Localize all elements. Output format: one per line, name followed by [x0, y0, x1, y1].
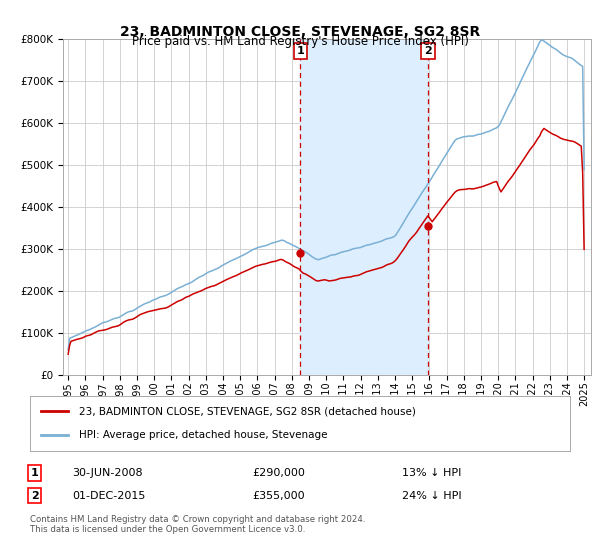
- Text: 13% ↓ HPI: 13% ↓ HPI: [402, 468, 461, 478]
- Text: 2: 2: [31, 491, 38, 501]
- Text: £355,000: £355,000: [252, 491, 305, 501]
- Text: This data is licensed under the Open Government Licence v3.0.: This data is licensed under the Open Gov…: [30, 525, 305, 534]
- Text: £290,000: £290,000: [252, 468, 305, 478]
- Text: Price paid vs. HM Land Registry's House Price Index (HPI): Price paid vs. HM Land Registry's House …: [131, 35, 469, 48]
- Text: Contains HM Land Registry data © Crown copyright and database right 2024.: Contains HM Land Registry data © Crown c…: [30, 515, 365, 524]
- Text: 1: 1: [296, 46, 304, 56]
- Text: 2: 2: [424, 46, 432, 56]
- Text: 1: 1: [31, 468, 38, 478]
- Text: 23, BADMINTON CLOSE, STEVENAGE, SG2 8SR (detached house): 23, BADMINTON CLOSE, STEVENAGE, SG2 8SR …: [79, 407, 415, 416]
- Text: HPI: Average price, detached house, Stevenage: HPI: Average price, detached house, Stev…: [79, 431, 327, 440]
- Text: 30-JUN-2008: 30-JUN-2008: [72, 468, 143, 478]
- Text: 24% ↓ HPI: 24% ↓ HPI: [402, 491, 461, 501]
- Text: 23, BADMINTON CLOSE, STEVENAGE, SG2 8SR: 23, BADMINTON CLOSE, STEVENAGE, SG2 8SR: [120, 25, 480, 39]
- Text: 01-DEC-2015: 01-DEC-2015: [72, 491, 145, 501]
- Bar: [301, 39, 428, 375]
